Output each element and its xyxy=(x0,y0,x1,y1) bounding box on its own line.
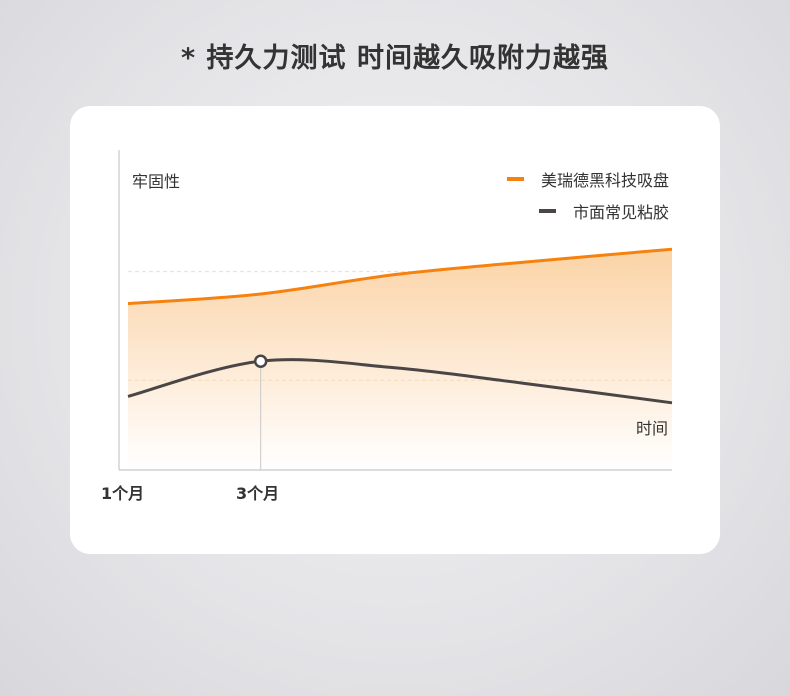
chart-svg xyxy=(118,150,673,471)
series-area-0 xyxy=(128,249,672,470)
x-axis-label: 时间 xyxy=(636,419,669,438)
x-tick-label: 1个月 xyxy=(101,484,145,503)
highlight-point xyxy=(253,354,268,368)
legend-swatch xyxy=(506,177,524,181)
x-tick-label: 3个月 xyxy=(236,484,280,503)
legend-swatch xyxy=(538,209,556,213)
legend-label: 美瑞德黑科技吸盘 xyxy=(540,171,669,190)
page-title: * 持久力测试 时间越久吸附力越强 xyxy=(181,43,609,74)
legend-item-1: 市面常见粘胶 xyxy=(538,199,669,223)
series-line-0 xyxy=(127,247,673,306)
chart-card: 牢固性 时间 美瑞德黑科技吸盘 市面常见粘胶 xyxy=(70,106,720,554)
y-axis-label: 牢固性 xyxy=(132,172,181,191)
legend-label: 市面常见粘胶 xyxy=(572,203,669,222)
legend-item-0: 美瑞德黑科技吸盘 xyxy=(506,167,669,191)
series-line-1 xyxy=(127,358,673,405)
